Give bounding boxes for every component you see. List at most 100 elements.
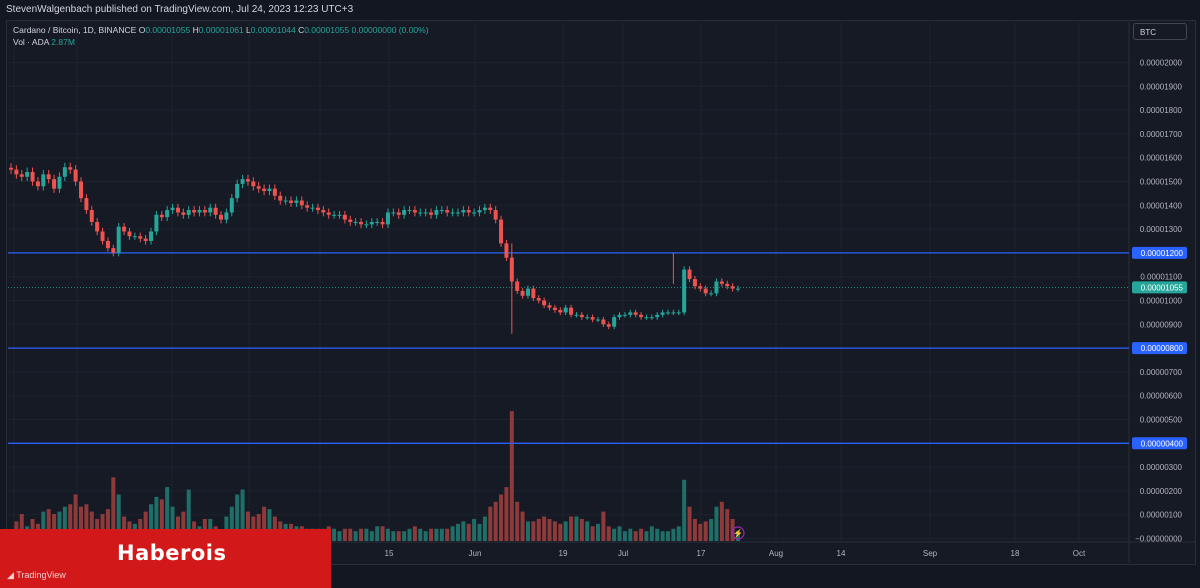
candle-body — [369, 221, 374, 225]
candle-body — [547, 305, 552, 308]
volume-bar — [665, 531, 670, 541]
volume-bar — [703, 521, 708, 541]
x-tick-label: 19 — [559, 549, 568, 558]
candle-body — [41, 174, 46, 187]
candle-body — [692, 279, 697, 287]
volume-bar — [455, 523, 460, 541]
candle-body — [143, 238, 148, 241]
candle-body — [105, 241, 110, 249]
candle-body — [622, 314, 627, 316]
candle-body — [628, 312, 633, 315]
legend-low: 0.00001044 — [250, 25, 296, 35]
candle-body — [46, 174, 51, 180]
candle-body — [240, 179, 245, 184]
candle-body — [703, 288, 708, 294]
candle-body — [364, 224, 369, 226]
candle-body — [229, 198, 234, 213]
candle-body — [57, 176, 62, 189]
volume-bar — [229, 506, 234, 541]
candle-body — [542, 300, 547, 306]
legend-h-label: H — [192, 25, 199, 35]
volume-bar — [224, 516, 229, 541]
volume-bar — [687, 506, 692, 541]
candle-body — [455, 212, 460, 214]
volume-bar — [79, 506, 84, 541]
volume-bar — [434, 528, 439, 541]
volume-bar — [531, 521, 536, 541]
candle-body — [289, 200, 294, 203]
volume-bar — [660, 531, 665, 541]
candle-body — [149, 231, 154, 241]
volume-bar — [369, 531, 374, 541]
candle-body — [665, 312, 670, 314]
x-tick-label: 17 — [697, 549, 706, 558]
published-header: StevenWalgenbach published on TradingVie… — [0, 0, 1200, 20]
volume-bar — [256, 514, 261, 541]
volume-bar — [235, 494, 240, 541]
candle-body — [520, 290, 525, 296]
volume-bar — [574, 516, 579, 541]
price-chart-svg[interactable]: Mar13Apr17May15Jun19Jul17Aug14Sep18Oct0.… — [7, 21, 1195, 564]
x-tick-label: 15 — [385, 549, 394, 558]
candle-body — [14, 169, 19, 175]
legend-o-label: O — [138, 25, 146, 35]
volume-bar — [482, 516, 487, 541]
candle-body — [30, 171, 35, 182]
tradingview-logo-icon: ◢ — [7, 570, 17, 580]
candle-body — [633, 312, 638, 315]
volume-bar — [606, 526, 611, 541]
candle-body — [639, 314, 644, 318]
candle-body — [682, 269, 687, 313]
volume-bar — [41, 511, 46, 541]
volume-bar — [84, 504, 89, 541]
x-tick-label: Oct — [1073, 549, 1086, 558]
volume-bar — [159, 499, 164, 541]
volume-bar — [450, 526, 455, 541]
chart-pane[interactable]: Mar13Apr17May15Jun19Jul17Aug14Sep18Oct0.… — [6, 20, 1196, 565]
candle-body — [278, 195, 283, 201]
volume-bar — [380, 526, 385, 541]
candle-body — [159, 214, 164, 218]
currency-button[interactable]: BTC — [1133, 23, 1187, 40]
y-tick-label: 0.00000900 — [1140, 320, 1183, 329]
volume-bar — [509, 411, 514, 541]
x-tick-label: Sep — [923, 549, 938, 558]
candle-body — [412, 210, 417, 213]
legend-symbol: Cardano / Bitcoin, 1D, BINANCE — [13, 25, 137, 35]
legend-ohlc-row: Cardano / Bitcoin, 1D, BINANCE O 0.000010… — [13, 24, 429, 36]
candle-body — [493, 210, 498, 220]
candle-body — [332, 214, 337, 216]
candle-body — [186, 210, 191, 215]
candle-body — [35, 181, 40, 187]
candle-body — [73, 169, 78, 182]
volume-bar — [385, 528, 390, 541]
volume-bar — [536, 518, 541, 541]
y-tick-label: 0.00001800 — [1140, 106, 1183, 115]
x-tick-label: Jul — [618, 549, 628, 558]
level-price-label: 0.00000800 — [1141, 344, 1184, 353]
volume-bar — [170, 506, 175, 541]
candle-body — [181, 212, 186, 215]
volume-bar — [569, 516, 574, 541]
volume-bar — [682, 479, 687, 541]
candle-body — [461, 210, 466, 213]
candle-body — [590, 317, 595, 320]
volume-bar — [423, 531, 428, 541]
volume-bar — [68, 504, 73, 541]
candle-body — [197, 210, 202, 213]
tradingview-logo-text: TradingView — [16, 570, 66, 580]
candle-body — [407, 210, 412, 212]
candle-body — [429, 212, 434, 215]
candle-body — [606, 324, 611, 327]
candle-body — [68, 167, 73, 170]
candle-body — [385, 212, 390, 225]
volume-bar — [655, 528, 660, 541]
candle-body — [660, 312, 665, 315]
volume-bar — [149, 504, 154, 541]
candle-body — [337, 214, 342, 216]
volume-bar — [649, 526, 654, 541]
candle-body — [235, 183, 240, 199]
volume-bar — [332, 528, 337, 541]
y-tick-label: 0.00001400 — [1140, 201, 1183, 210]
y-tick-label: 0.00001700 — [1140, 130, 1183, 139]
